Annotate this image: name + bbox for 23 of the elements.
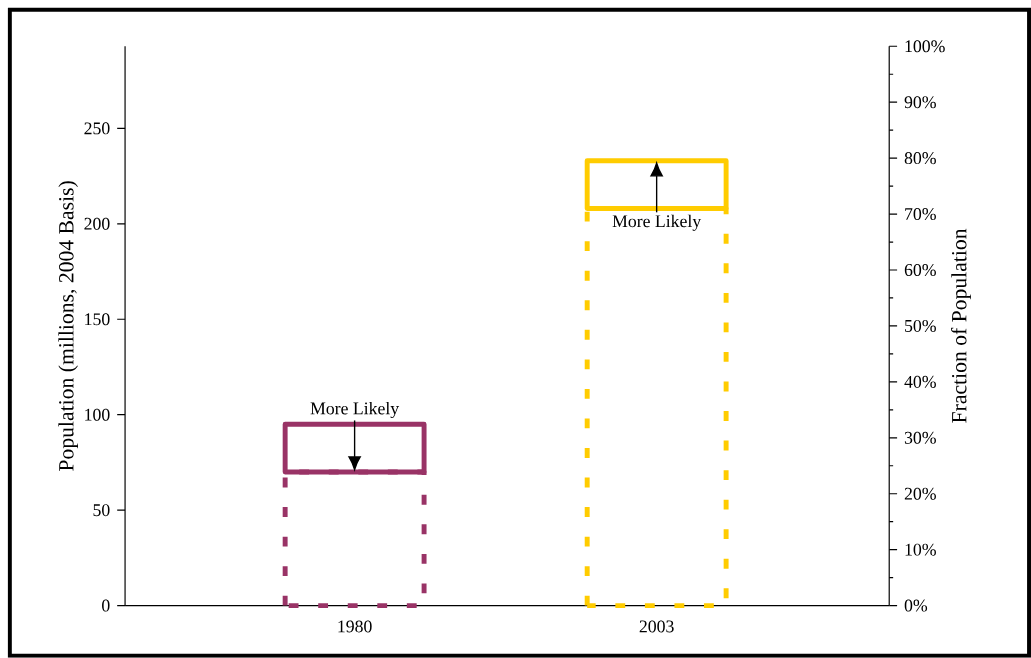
y2-axis-title: Fraction of Population — [951, 228, 971, 423]
y2-tick-label: 20% — [904, 487, 936, 500]
y2-tick-label: 70% — [905, 208, 936, 221]
y-axis-title: Population (millions, 2004 Basis) — [58, 181, 78, 472]
y2-tick-label: 90% — [904, 96, 936, 109]
y2-tick-label: 80% — [904, 152, 936, 165]
annotation: More Likely — [612, 214, 702, 231]
y-tick-label: 250 — [84, 122, 110, 135]
y-tick-label: 100 — [85, 408, 110, 421]
y2-tick-label: 10% — [905, 543, 936, 556]
y-tick-label: 200 — [84, 217, 110, 230]
x-tick-label: 1980 — [338, 620, 372, 633]
y-tick-label: 0 — [102, 599, 110, 612]
y-tick-label: 50 — [93, 504, 110, 517]
x-tick-label: 2003 — [639, 620, 674, 633]
y2-tick-label: 50% — [905, 320, 936, 333]
y-tick-label: 150 — [85, 313, 110, 326]
y2-tick-label: 30% — [904, 431, 936, 444]
y2-tick-label: 100% — [905, 40, 945, 53]
y2-tick-label: 60% — [904, 264, 936, 277]
y2-tick-label: 0% — [904, 599, 928, 612]
annotation: More Likely — [310, 402, 400, 419]
y2-tick-label: 40% — [904, 375, 936, 388]
